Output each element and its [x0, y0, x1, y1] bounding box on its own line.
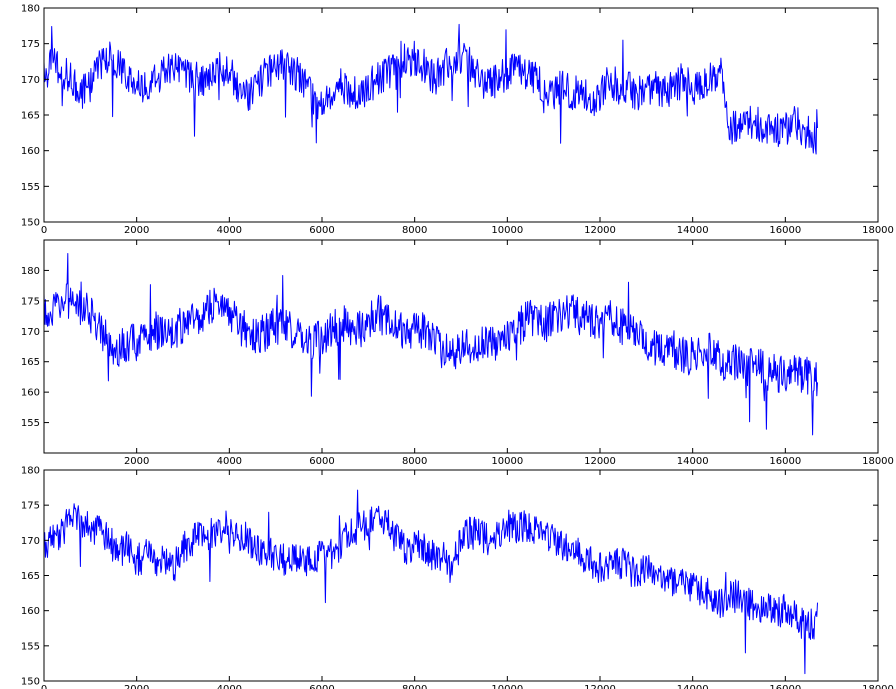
x-tick-label: 14000: [677, 456, 709, 467]
x-tick-label: 12000: [584, 225, 616, 236]
y-tick-label: 170: [21, 536, 40, 547]
x-tick-label: 2000: [124, 225, 149, 236]
y-tick-label: 150: [21, 218, 40, 229]
x-tick-label: 8000: [402, 684, 427, 689]
series-line-1: [43, 23, 818, 155]
x-tick-label: 4000: [217, 456, 242, 467]
x-tick-label: 12000: [584, 456, 616, 467]
x-tick-label: 6000: [309, 684, 334, 689]
x-tick-label: 4000: [217, 225, 242, 236]
x-tick-label: 6000: [309, 456, 334, 467]
x-tick-label: 2000: [124, 456, 149, 467]
y-tick-label: 170: [21, 327, 40, 338]
axes-frame-3: [43, 469, 879, 682]
x-tick-label: 12000: [584, 684, 616, 689]
y-tick-label: 170: [21, 75, 40, 86]
y-tick-label: 165: [21, 357, 40, 368]
x-tick-label: 14000: [677, 684, 709, 689]
subplot-2: 2000 4000 6000 8000 10000 12000 14000 16000 1800…: [21, 239, 894, 467]
x-tick-label: 6000: [309, 225, 334, 236]
x-tick-label: 14000: [677, 225, 709, 236]
y-tick-label: 175: [21, 501, 40, 512]
y-tick-label: 175: [21, 296, 40, 307]
y-tick-label: 180: [21, 4, 40, 15]
axes-frame-2: [43, 239, 879, 454]
x-tick-label: 0: [41, 684, 47, 689]
y-tick-label: 175: [21, 39, 40, 50]
y-tick-label: 180: [21, 266, 40, 277]
y-tick-label: 155: [21, 641, 40, 652]
x-tick-label: 18000: [862, 684, 894, 689]
subplot-1: 0 2000 4000 6000 8000 10000 12000 14000 16000 180…: [21, 4, 894, 237]
y-tick-label: 160: [21, 146, 40, 157]
y-tick-label: 165: [21, 111, 40, 122]
x-tick-label: 8000: [402, 456, 427, 467]
series-line-3: [43, 489, 818, 675]
subplot-3: 0 2000 4000 6000 8000 10000 12000 14000 16000 180…: [21, 466, 894, 689]
x-tick-label: 16000: [769, 225, 801, 236]
x-tick-label: 0: [41, 225, 47, 236]
x-tick-label: 18000: [862, 225, 894, 236]
y-tick-label: 160: [21, 388, 40, 399]
x-tick-label: 2000: [124, 684, 149, 689]
y-tick-label: 155: [21, 182, 40, 193]
x-tick-label: 8000: [402, 225, 427, 236]
y-tick-label: 155: [21, 418, 40, 429]
x-tick-label: 16000: [769, 456, 801, 467]
x-tick-label: 10000: [491, 684, 523, 689]
x-tick-label: 10000: [491, 456, 523, 467]
x-tick-label: 10000: [491, 225, 523, 236]
axes-frame-1: [43, 7, 879, 223]
x-tick-label: 4000: [217, 684, 242, 689]
y-tick-label: 150: [21, 677, 40, 688]
x-tick-label: 18000: [862, 456, 894, 467]
y-tick-label: 180: [21, 466, 40, 477]
y-tick-label: 160: [21, 606, 40, 617]
y-tick-label: 165: [21, 571, 40, 582]
series-line-2: [43, 253, 818, 436]
x-tick-label: 16000: [769, 684, 801, 689]
